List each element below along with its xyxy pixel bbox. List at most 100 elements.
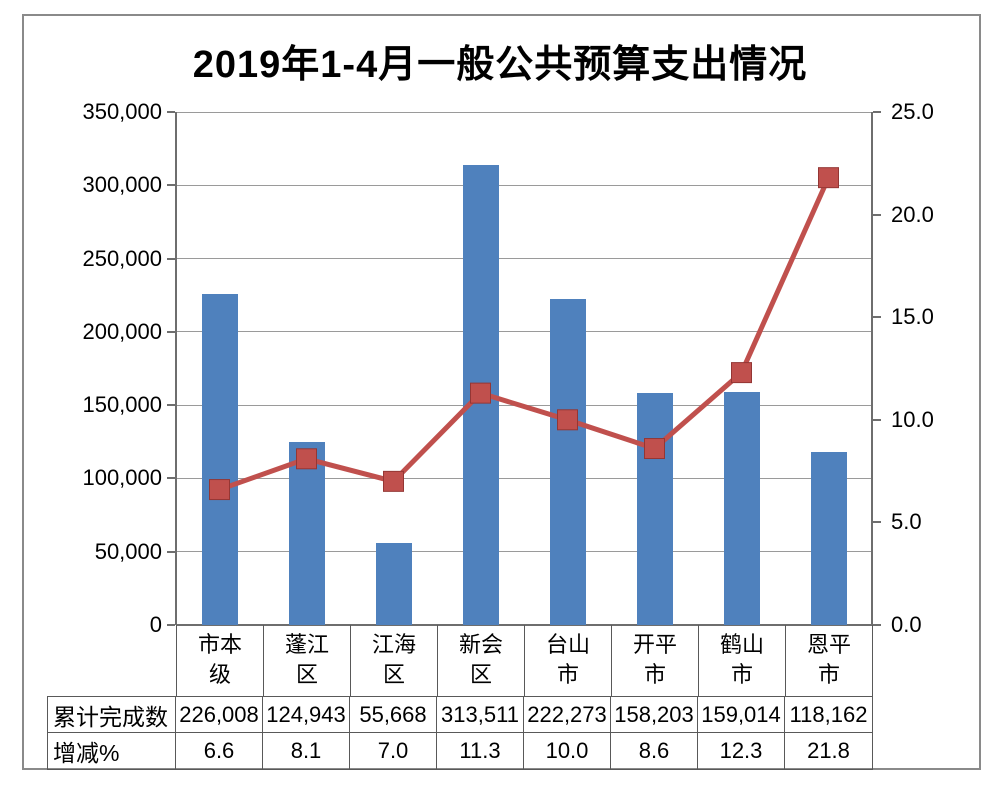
bar-column [288,441,325,625]
right-axis-tick [873,316,881,319]
bar-column [201,293,238,625]
bar-column [810,451,847,625]
table-cell: 226,008 [176,697,263,732]
table-row-header: 增减% [48,733,176,769]
bar-column [549,299,586,625]
table-row-header: 累计完成数 [48,697,176,732]
left-axis-tick-label: 350,000 [82,99,162,124]
gridline [176,111,872,113]
table-cell: 8.6 [611,733,698,769]
left-axis-tick [167,477,175,480]
chart-title: 2019年1-4月一般公共预算支出情况 [192,44,808,86]
right-axis-tick [873,418,881,421]
bar-column [375,543,412,625]
line-marker [731,362,752,384]
line-marker [470,382,491,404]
gridline [176,258,872,260]
category-label-line1: 蓬江 [284,632,329,657]
category-label: 台山市 [525,625,612,697]
category-label-line1: 江海 [371,632,416,657]
table-cell: 222,273 [524,697,611,732]
right-axis-tick-label: 25.0 [891,99,934,124]
category-label-line1: 恩平 [806,632,851,657]
left-axis-tick-label: 0 [149,612,162,637]
left-axis-tick [167,624,175,626]
category-label: 市本级 [177,625,264,697]
left-axis-tick-label: 200,000 [82,318,162,344]
gridline [176,331,872,333]
category-label-line2: 市 [643,662,666,687]
category-label: 鹤山市 [699,625,786,697]
left-axis-tick-label: 100,000 [82,465,162,491]
gridline [176,551,872,553]
right-axis-tick-label: 20.0 [891,201,934,227]
left-axis-tick [167,404,175,407]
table-cell: 21.8 [807,738,850,763]
line-marker [383,470,404,492]
category-label-line2: 区 [469,662,492,687]
category-label-line2: 市 [730,662,753,687]
right-axis-tick [873,624,881,626]
left-axis-tick-label: 300,000 [82,172,162,198]
table-cell: 158,203 [611,697,698,732]
table-cell: 11.3 [437,733,524,769]
gridline [176,184,872,186]
table-cell: 159,014 [698,697,785,732]
right-axis-tick-label: 0.0 [891,612,922,637]
table-cell: 12.3 [698,733,785,769]
line-marker [296,448,317,470]
right-axis-tick [873,111,881,113]
bar-column [636,393,673,625]
category-axis-row: 市本级蓬江区江海区新会区台山市开平市鹤山市恩平市 [176,625,873,697]
right-axis-tick-label: 10.0 [891,406,934,432]
gridline [176,477,872,479]
line-marker [818,167,839,189]
category-label-line2: 市 [817,662,840,687]
category-label-line1: 鹤山 [719,632,764,657]
line-series [209,167,839,501]
left-value-axis [175,112,177,625]
bar-column [723,391,760,625]
table-cell: 10.0 [524,733,611,769]
category-label-line2: 区 [382,662,405,687]
line-marker [557,409,578,431]
category-label: 开平市 [612,625,699,697]
table-cell: 6.6 [176,733,263,769]
table-cell: 124,943 [263,697,350,732]
left-axis-tick [167,111,175,113]
category-label: 新会区 [438,625,525,697]
category-label-line1: 市本 [197,632,242,657]
table-cell: 118,162 [789,701,868,727]
line-segment [218,176,831,492]
table-row: 累计完成数 226,008 124,943 55,668 313,511 222,273 1… [48,697,872,733]
category-label-line1: 台山 [545,632,590,657]
plot-area [167,111,881,626]
category-label-line1: 开平 [632,632,677,657]
right-axis-tick [873,521,881,524]
category-label-line2: 市 [556,662,579,687]
table-cell: 313,511 [437,697,524,732]
category-label: 恩平市 [786,625,873,697]
category-label-line2: 级 [208,662,231,687]
right-axis-tick-label: 5.0 [891,509,922,535]
line-marker [644,438,665,460]
table-cell: 55,668 [350,697,437,732]
right-axis-tick-label: 15.0 [891,304,934,330]
table-row: 增减% 6.6 8.1 7.0 11.3 10.0 8.6 12.3 21.8 [48,733,872,769]
table-cell: 8.1 [263,733,350,769]
left-axis-tick [167,330,175,333]
left-axis-tick-label: 150,000 [82,392,162,418]
left-axis-tick-label: 50,000 [94,538,162,564]
data-table: 累计完成数 226,008 124,943 55,668 313,511 222,273 1… [47,696,873,770]
left-axis-tick [167,257,175,260]
left-axis-tick [167,184,175,187]
line-marker [209,479,230,501]
right-axis-tick [873,213,881,216]
category-label: 蓬江区 [264,625,351,697]
right-value-axis [871,112,873,625]
category-label: 江海区 [351,625,438,697]
left-axis-tick [167,550,175,553]
chart-border [22,14,981,770]
category-label-line1: 新会 [458,632,503,657]
